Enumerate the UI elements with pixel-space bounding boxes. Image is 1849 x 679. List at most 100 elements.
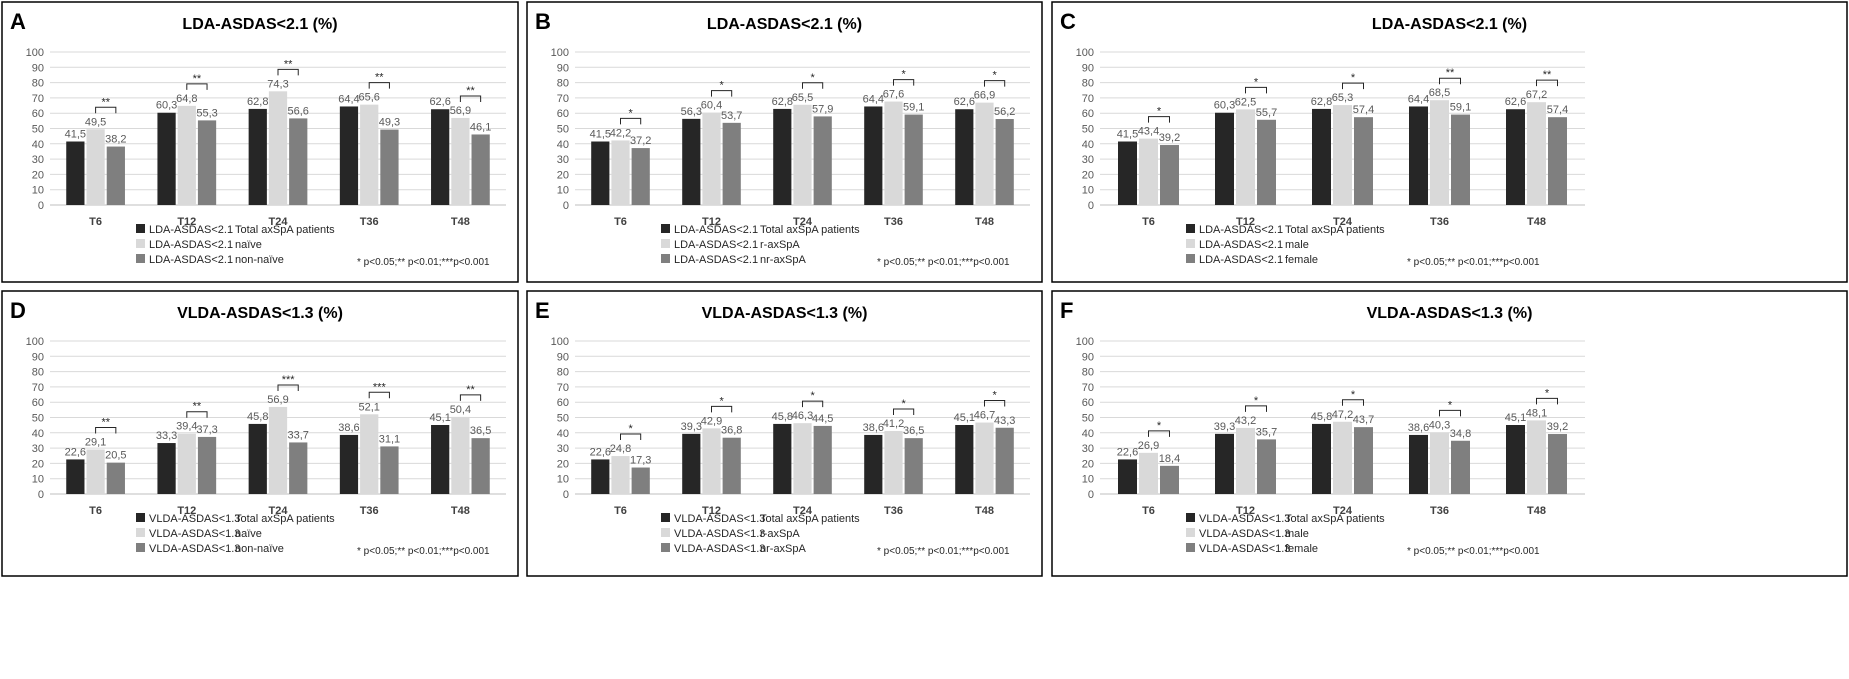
chart-title: LDA-ASDAS<2.1 (%) [707,16,862,33]
y-tick-label: 30 [32,154,44,166]
legend-swatch [1186,224,1195,233]
significance-bracket [1148,430,1170,437]
significance-bracket [711,90,733,97]
data-label: 45,8 [772,411,793,423]
significance-marker: ** [193,73,202,85]
bar-t24-s0 [1312,423,1331,494]
significance-bracket [984,80,1006,87]
x-tick-label: T48 [451,505,470,517]
bar-t6-s1 [611,140,630,205]
significance-marker: * [810,390,815,402]
legend-series-name: LDA-ASDAS<2.1 [674,254,758,266]
bar-t24-s0 [773,423,792,494]
chart-title: LDA-ASDAS<2.1 (%) [1372,16,1527,33]
panel-letter: C [1060,9,1076,34]
data-label: 45,8 [247,411,268,423]
x-tick-label: T6 [1142,216,1155,228]
data-label: 36,5 [903,425,924,437]
legend-swatch [661,528,670,537]
x-tick-label: T6 [89,216,102,228]
panel-letter: E [535,298,550,323]
panel-frame [1051,290,1848,577]
data-label: 56,2 [994,106,1015,118]
significance-marker: * [1157,106,1162,118]
legend-group-name: Total axSpA patients [1285,224,1385,236]
bar-t12-s1 [1236,109,1255,205]
y-tick-label: 100 [26,47,44,59]
legend-swatch [136,254,145,263]
bar-t6-s1 [1139,452,1158,494]
bar-t24-s1 [793,104,812,205]
legend-group-name: male [1285,528,1309,540]
data-label: 44,5 [812,413,833,425]
data-label: 60,3 [156,100,177,112]
x-tick-label: T36 [884,505,903,517]
bar-t24-s2 [1354,427,1373,494]
bar-t6-s0 [1118,459,1137,494]
y-tick-label: 60 [557,108,569,120]
x-tick-label: T24 [793,216,813,228]
bar-t48-s1 [451,416,470,494]
significance-marker: * [992,390,997,402]
bar-t12-s2 [722,122,741,205]
legend-swatch [136,513,145,522]
y-tick-label: 20 [557,458,569,470]
x-tick-label: T48 [1527,505,1546,517]
significance-bracket [1536,397,1558,405]
bar-t36-s1 [360,414,379,494]
legend-group-name: Total axSpA patients [760,224,860,236]
significance-footnote: * p<0.05;** p<0.01;***p<0.001 [357,257,490,268]
legend-series-name: LDA-ASDAS<2.1 [674,224,758,236]
bar-t48-s1 [451,117,470,205]
y-tick-label: 20 [32,169,44,181]
bar-t36-s0 [1409,106,1428,205]
y-tick-label: 30 [1082,443,1094,455]
y-tick-label: 70 [557,93,569,105]
significance-bracket [459,394,482,401]
significance-footnote: * p<0.05;** p<0.01;***p<0.001 [1407,546,1540,557]
bar-t24-s2 [289,118,308,205]
y-tick-label: 90 [557,351,569,363]
significance-marker: *** [282,374,296,386]
y-tick-label: 70 [1082,93,1094,105]
bar-t48-s0 [955,109,974,205]
data-label: 65,3 [1332,92,1353,104]
bar-t48-s2 [471,134,490,205]
data-label: 45,8 [1311,411,1332,423]
significance-bracket [1245,405,1267,412]
y-tick-label: 0 [1088,489,1094,501]
bar-t24-s1 [1333,105,1352,205]
bar-t24-s2 [1354,117,1373,205]
data-label: 66,9 [974,90,995,102]
data-label: 67,2 [1526,89,1547,101]
y-tick-label: 80 [557,367,569,379]
y-tick-label: 70 [557,382,569,394]
data-label: 64,4 [338,93,359,105]
x-tick-label: T48 [975,505,994,517]
data-label: 43,3 [994,415,1015,427]
data-label: 45,1 [1505,412,1526,424]
legend-swatch [1186,513,1195,522]
bar-t6-s2 [631,467,650,494]
legend-swatch [1186,254,1195,263]
data-label: 38,6 [1408,422,1429,434]
data-label: 62,6 [429,96,450,108]
legend-swatch [1186,543,1195,552]
bar-t6-s0 [591,141,610,205]
data-label: 43,7 [1353,414,1374,426]
y-tick-label: 100 [1076,47,1094,59]
legend-series-name: VLDA-ASDAS<1.3 [1199,528,1290,540]
bar-t12-s2 [197,436,217,494]
y-tick-label: 0 [1088,200,1094,212]
significance-bracket [368,391,390,399]
data-label: 62,6 [1505,96,1526,108]
data-label: 49,3 [379,117,400,129]
bar-t12-s0 [682,433,701,494]
bar-t12-s2 [722,437,741,494]
data-label: 46,7 [974,410,995,422]
significance-bracket [1342,399,1364,406]
chart-panel-c: C LDA-ASDAS<2.1 (%) 0 10 20 30 40 50 60 70 80 90 100… [1051,1,1848,283]
legend-swatch [661,224,670,233]
significance-bracket [620,117,642,125]
bar-t36-s0 [339,106,359,205]
